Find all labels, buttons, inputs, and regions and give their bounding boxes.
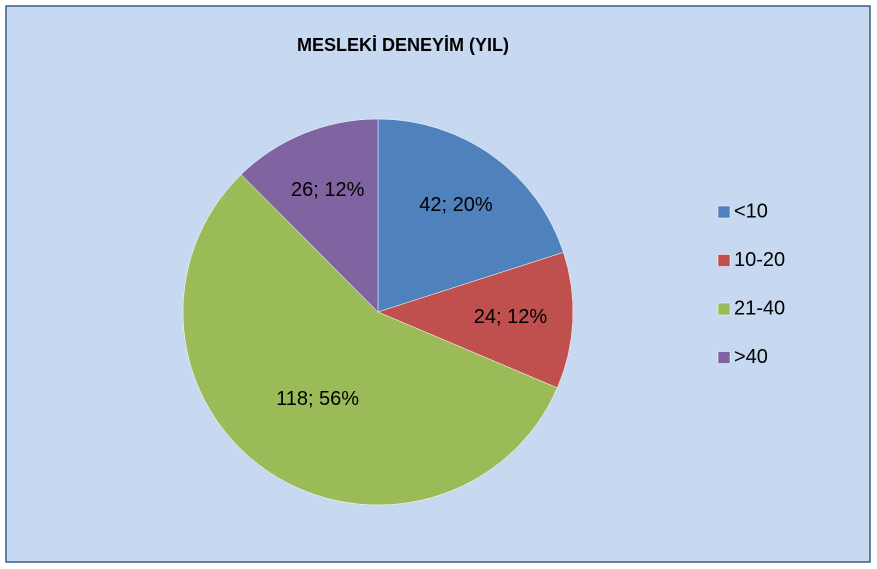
legend-label: 10-20 — [734, 249, 785, 271]
data-label: 26; 12% — [291, 179, 365, 201]
pie-slice — [377, 252, 574, 389]
pie-slice — [240, 118, 379, 313]
pie-slice — [182, 174, 558, 506]
data-label: 118; 56% — [276, 388, 359, 410]
chart-title: MESLEKİ DENEYİM (YIL) — [297, 35, 509, 55]
legend-swatch — [717, 205, 731, 219]
data-label: 42; 20% — [419, 194, 493, 216]
legend-swatch — [717, 254, 731, 267]
pie-slice — [377, 118, 564, 313]
legend-label: <10 — [734, 200, 768, 222]
data-label: 24; 12% — [474, 306, 548, 328]
legend-label: >40 — [734, 346, 768, 368]
legend-swatch — [717, 351, 731, 364]
legend-swatch — [717, 302, 731, 316]
legend-label: 21-40 — [734, 297, 785, 319]
